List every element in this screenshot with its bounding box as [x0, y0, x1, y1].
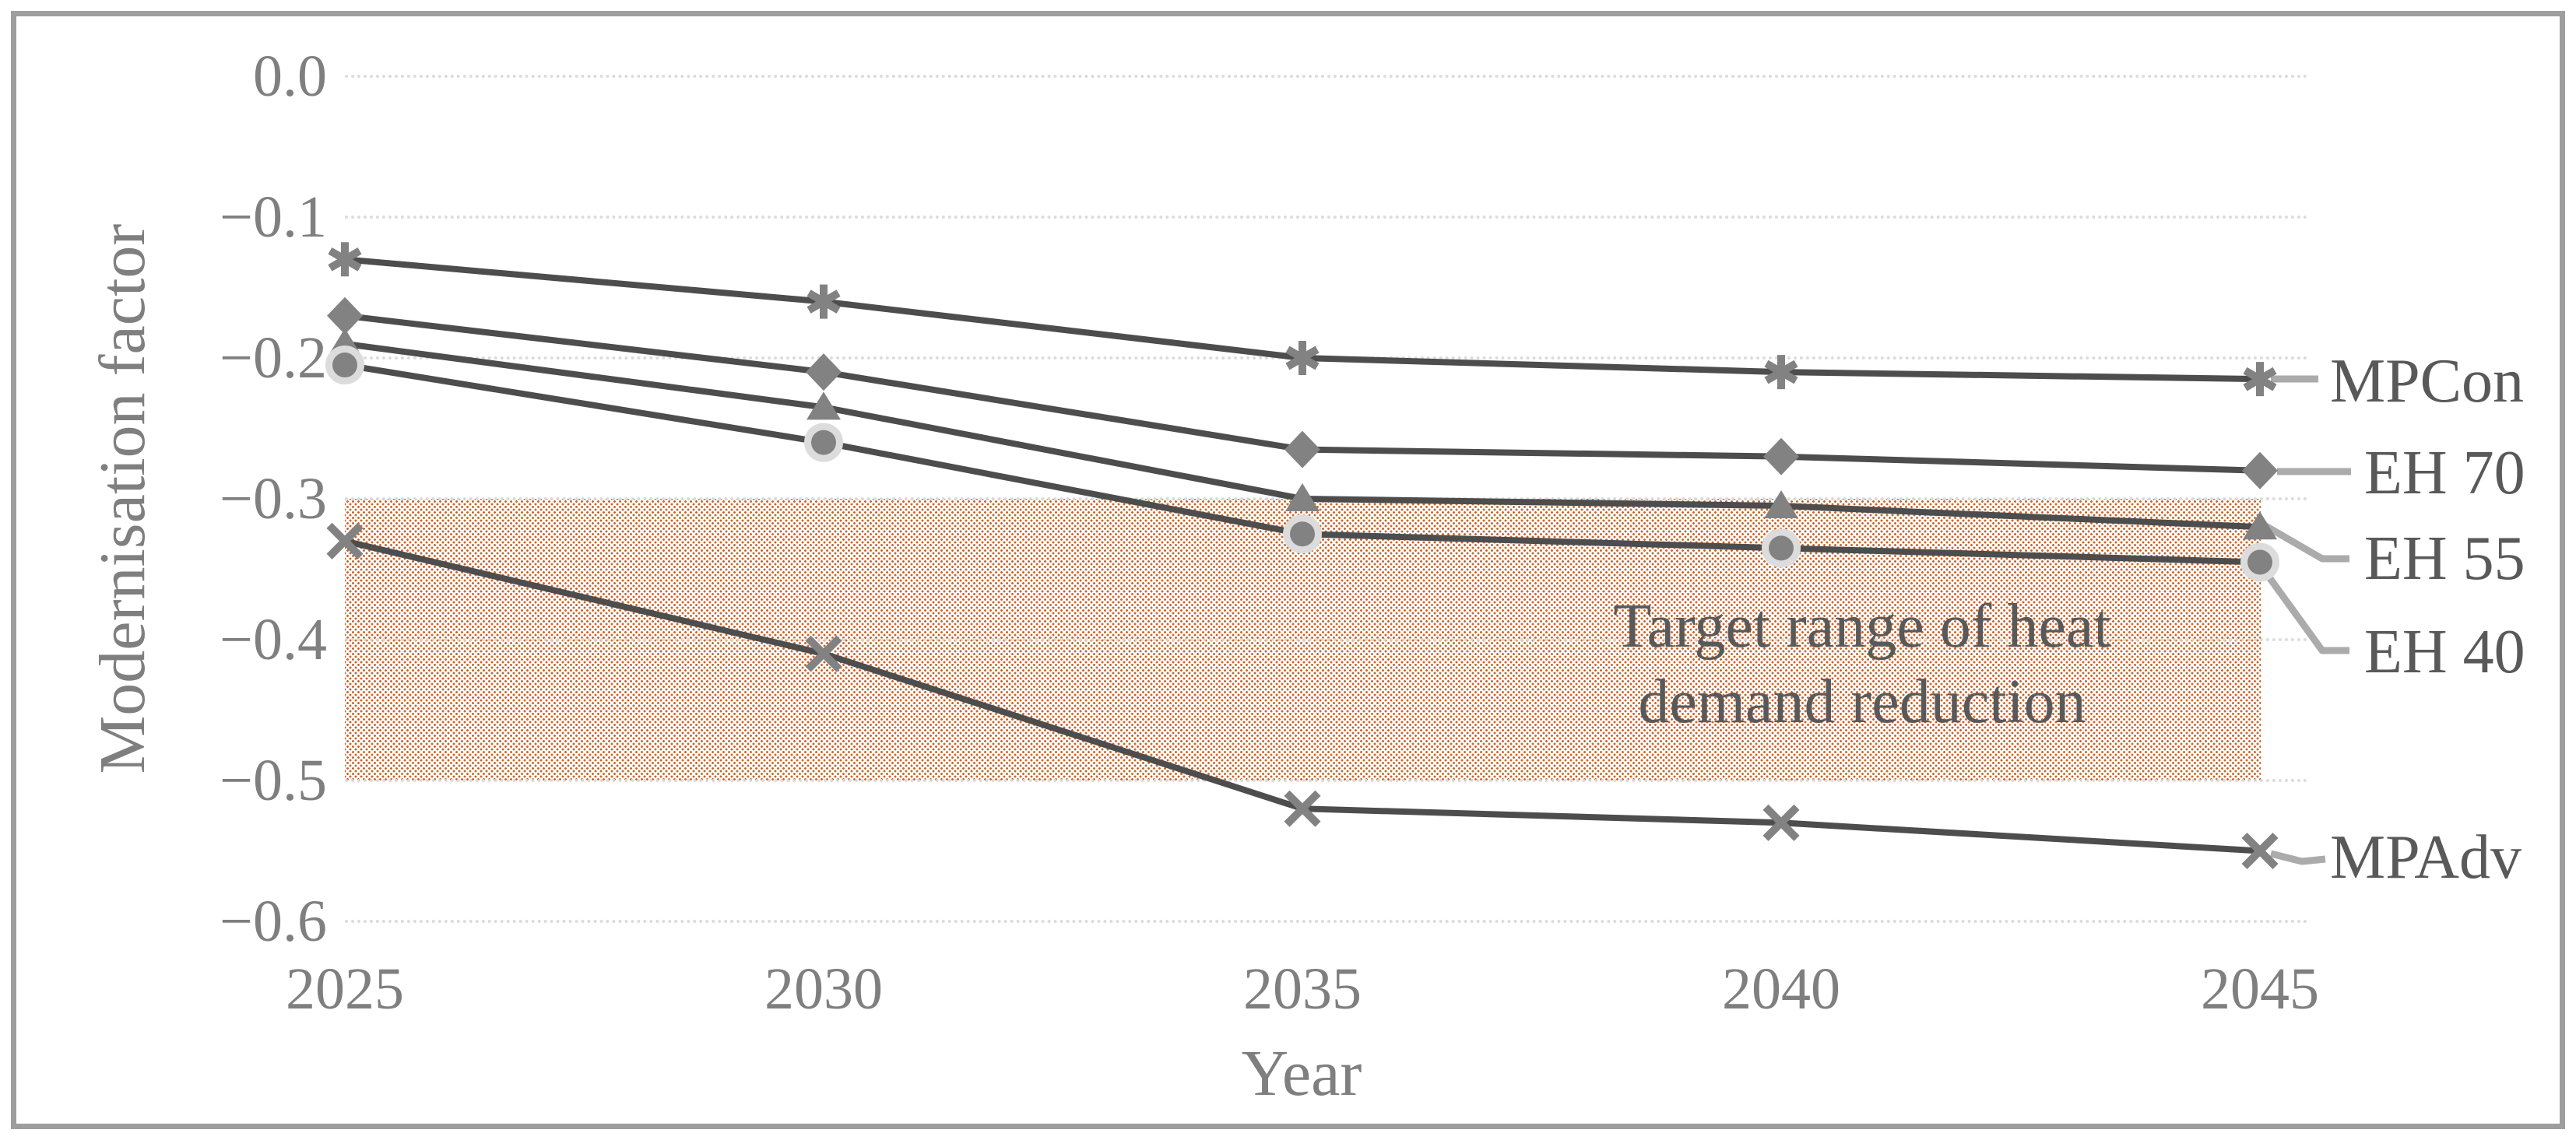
- asterisk-marker-MPCon: [328, 247, 362, 272]
- x-tick-label: 2040: [1722, 956, 1840, 1022]
- leader-line-EH55: [2261, 521, 2349, 563]
- series-label-MPCon: MPCon: [2330, 347, 2524, 416]
- band-annotation-line1: Target range of heat: [1613, 592, 2111, 661]
- x-marker-MPAdv: [2241, 832, 2279, 870]
- gridline-−0.4: [345, 638, 2309, 641]
- band-annotation-line2: demand reduction: [1638, 668, 2086, 736]
- series-label-MPAdv: MPAdv: [2330, 823, 2522, 892]
- circle-marker-EH40-halo: [325, 346, 364, 385]
- circle-marker-EH40-halo: [804, 423, 843, 462]
- asterisk-marker-MPCon: [807, 289, 841, 314]
- y-tick-label: 0.0: [253, 44, 327, 109]
- y-tick-label: −0.2: [220, 325, 327, 391]
- circle-marker-EH40-halo: [1762, 528, 1801, 568]
- circle-marker-EH40-halo: [1283, 514, 1322, 554]
- x-marker-MPAdv: [1284, 790, 1321, 827]
- asterisk-marker-MPCon: [1764, 360, 1798, 384]
- circle-marker-EH40-halo: [2240, 542, 2279, 582]
- gridline-−0.1: [345, 216, 2309, 219]
- diamond-marker-EH70: [2242, 451, 2278, 489]
- x-marker-MPAdv: [326, 522, 364, 559]
- x-tick-label: 2045: [2201, 956, 2319, 1022]
- y-tick-label: −0.6: [220, 889, 327, 954]
- leader-line-MPAdv: [2269, 850, 2326, 865]
- x-marker-MPAdv: [805, 635, 842, 672]
- y-tick-label: −0.3: [220, 466, 327, 531]
- gridline-−0.5: [345, 779, 2309, 782]
- band-annotation: Target range of heat demand reduction: [1356, 589, 2368, 740]
- diamond-marker-EH70: [327, 296, 363, 335]
- diamond-marker-EH70: [806, 353, 842, 391]
- asterisk-marker-MPCon: [1285, 346, 1320, 370]
- gridline-0.0: [345, 75, 2309, 78]
- x-tick-label: 2030: [764, 956, 883, 1022]
- y-tick-label: −0.4: [220, 607, 327, 672]
- leader-line-EH40: [2260, 566, 2349, 654]
- x-marker-MPAdv: [1762, 804, 1800, 841]
- gridline-−0.6: [345, 920, 2309, 923]
- circle-marker-EH40: [2247, 549, 2272, 575]
- diamond-marker-EH70: [1284, 430, 1320, 468]
- series-label-EH70: EH 70: [2364, 439, 2525, 507]
- x-axis-title: Year: [1241, 1037, 1362, 1110]
- y-tick-label: −0.5: [220, 748, 327, 813]
- asterisk-marker-MPCon: [2243, 367, 2277, 391]
- circle-marker-EH40: [1290, 521, 1315, 547]
- circle-marker-EH40: [811, 430, 836, 455]
- x-tick-label: 2025: [286, 956, 404, 1022]
- triangle-marker-EH55: [807, 391, 841, 420]
- circle-marker-EH40: [332, 353, 357, 378]
- triangle-marker-EH55: [1285, 483, 1320, 511]
- x-tick-label: 2035: [1243, 956, 1362, 1022]
- diamond-marker-EH70: [1763, 437, 1799, 475]
- triangle-marker-EH55: [1764, 490, 1798, 519]
- series-label-EH55: EH 55: [2364, 524, 2525, 593]
- series-label-EH40: EH 40: [2364, 618, 2525, 686]
- triangle-marker-EH55: [2243, 511, 2277, 540]
- circle-marker-EH40: [1769, 535, 1794, 561]
- y-tick-label: −0.1: [220, 184, 327, 250]
